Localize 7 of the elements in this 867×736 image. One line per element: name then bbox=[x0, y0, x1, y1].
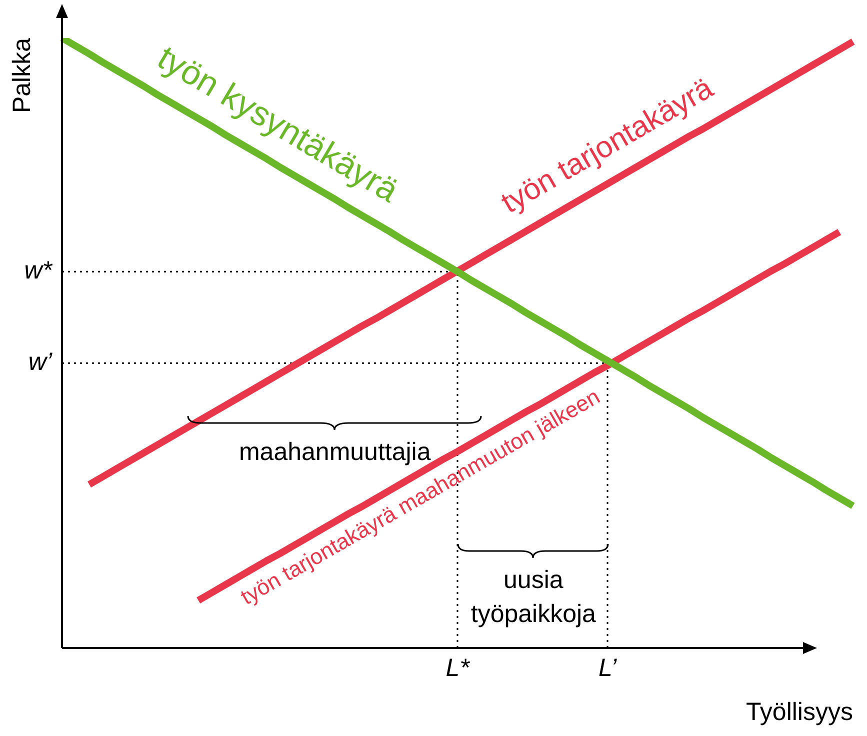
ref-line-label: w’ bbox=[28, 348, 52, 376]
y-axis-title: Palkka bbox=[8, 38, 36, 114]
x-axis-title: Työllisyys bbox=[746, 698, 853, 726]
x-tick-label: L* bbox=[446, 654, 471, 682]
x-tick-label: L’ bbox=[598, 654, 617, 682]
annotation: uusia työpaikkoja bbox=[470, 565, 597, 630]
ref-line-label: w* bbox=[24, 256, 54, 285]
